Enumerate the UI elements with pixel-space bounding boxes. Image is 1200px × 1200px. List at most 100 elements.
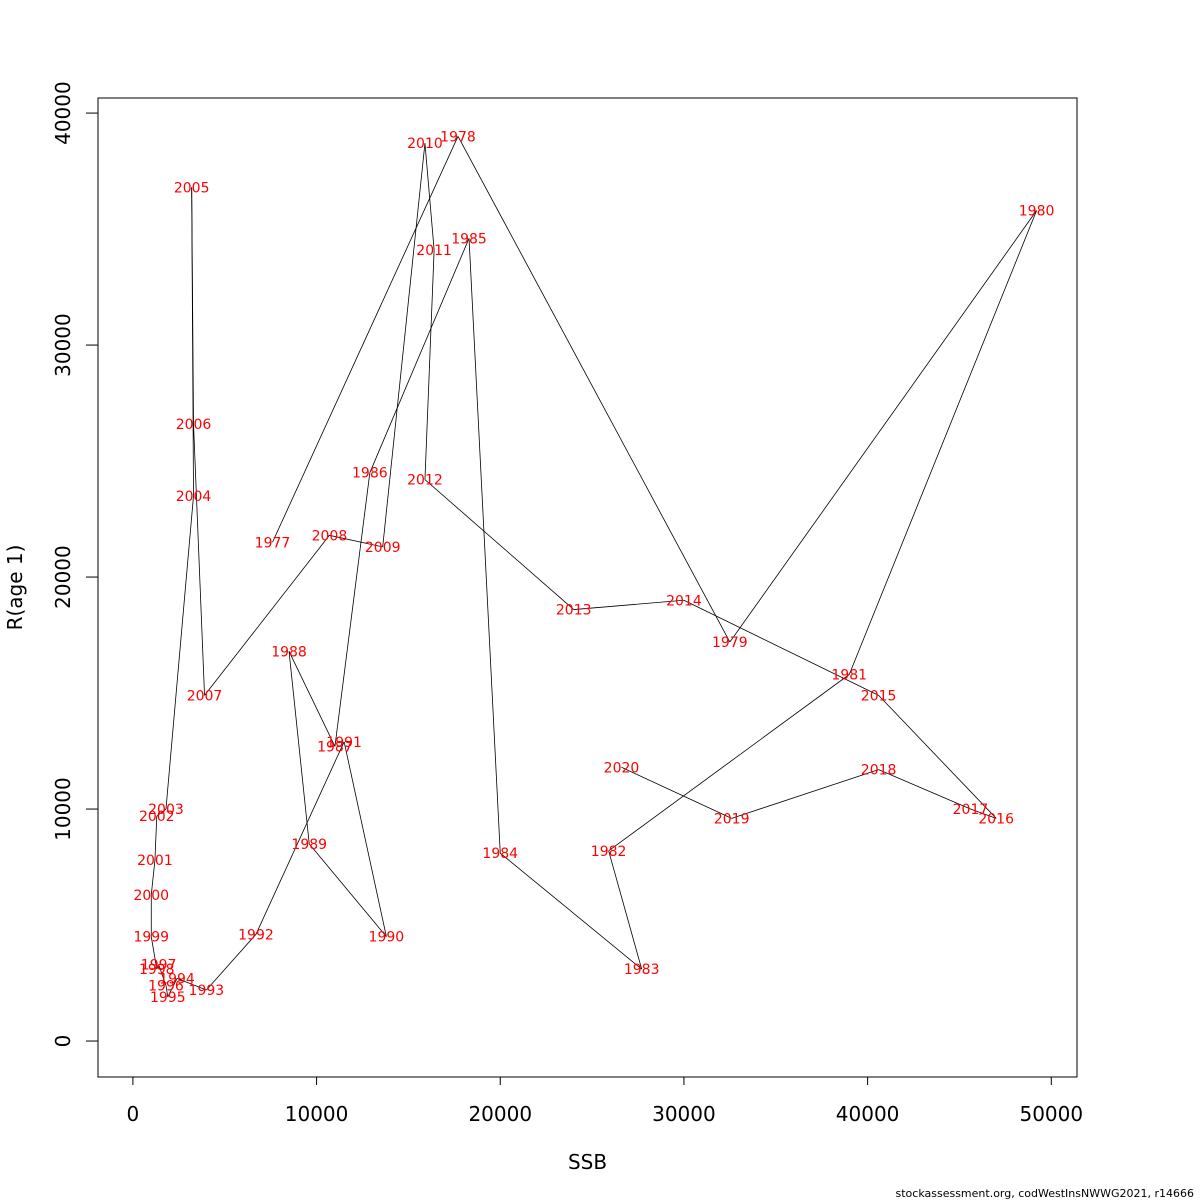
point-label-1978: 1978	[440, 129, 476, 145]
point-label-2006: 2006	[176, 417, 212, 433]
point-label-1995: 1995	[150, 990, 186, 1006]
x-axis-title: SSB	[568, 1150, 607, 1174]
segment-2001-2002	[154, 815, 158, 861]
segment-1991-1992	[255, 741, 345, 935]
segment-1995-1996	[165, 985, 169, 998]
segment-1981-1982	[608, 674, 850, 852]
segment-2017-2018	[878, 769, 971, 810]
point-label-1986: 1986	[352, 466, 388, 482]
x-tick-label-1: 10000	[285, 1102, 349, 1126]
point-label-2020: 2020	[604, 760, 640, 776]
point-label-2018: 2018	[861, 763, 897, 779]
point-labels: 1977 1978 1979 1980 1981 1982 1983 1984 1985 1986…	[133, 129, 1054, 1006]
x-axis: 0 10000 20000 30000 40000 50000	[127, 1077, 1083, 1126]
y-tick-label-0: 0	[51, 1035, 75, 1048]
point-label-1983: 1983	[624, 962, 660, 978]
point-label-2014: 2014	[666, 593, 702, 609]
point-label-1996: 1996	[148, 978, 184, 994]
point-label-1984: 1984	[482, 846, 518, 862]
segment-2012-2013	[424, 479, 574, 610]
segment-2007-2008	[204, 535, 330, 696]
segment-1978-1979	[457, 136, 731, 643]
segment-1977-1978	[272, 136, 459, 543]
point-label-2011: 2011	[416, 243, 452, 259]
point-label-1989: 1989	[291, 837, 327, 853]
segment-1987-1988	[288, 651, 336, 747]
point-label-2008: 2008	[312, 528, 348, 544]
segment-1996-1997	[158, 964, 167, 986]
point-label-1998: 1998	[139, 962, 175, 978]
segment-2014-2015	[683, 599, 879, 696]
x-tick-label-5: 50000	[1019, 1102, 1083, 1126]
x-tick-label-0: 0	[127, 1102, 140, 1126]
segment-1982-1983	[608, 850, 643, 970]
segment-1992-1993	[206, 934, 257, 991]
point-label-2010: 2010	[407, 136, 443, 152]
point-label-2017: 2017	[953, 802, 989, 818]
segment-2010-2011	[424, 143, 435, 250]
point-label-2019: 2019	[714, 811, 750, 827]
plot-frame	[97, 97, 1078, 1078]
segment-2016-2017	[970, 808, 997, 819]
segment-1979-1980	[729, 210, 1037, 643]
y-tick-label-1: 10000	[51, 777, 75, 841]
point-label-1990: 1990	[369, 930, 405, 946]
credit-text: stockassessment.org, codWestInsNWWG2021,…	[895, 1187, 1195, 1200]
segment-2006-2007	[193, 423, 205, 696]
point-label-1991: 1991	[326, 735, 362, 751]
point-label-1994: 1994	[159, 971, 195, 987]
segment-1980-1981	[848, 210, 1037, 675]
segment-1983-1984	[499, 852, 642, 970]
segment-2008-2009	[329, 534, 383, 548]
point-label-2009: 2009	[365, 540, 401, 556]
point-label-2016: 2016	[978, 811, 1014, 827]
point-label-1987: 1987	[317, 739, 353, 755]
y-axis-title: R(age 1)	[3, 545, 27, 631]
segment-1989-1990	[308, 843, 387, 937]
x-tick-label-2: 20000	[468, 1102, 532, 1126]
point-label-2013: 2013	[556, 603, 592, 619]
segment-2013-2014	[573, 599, 684, 610]
point-label-2012: 2012	[407, 473, 443, 489]
segment-1984-1985	[468, 238, 501, 854]
point-label-2002: 2002	[139, 809, 175, 825]
y-axis: 0 10000 20000 30000 40000	[51, 81, 98, 1047]
point-label-1977: 1977	[255, 535, 291, 551]
y-tick-label-2: 20000	[51, 545, 75, 609]
series-connecting-lines	[150, 136, 1037, 998]
segment-2015-2016	[878, 695, 997, 819]
segment-1986-1987	[334, 472, 371, 747]
segment-1997-1998	[156, 964, 159, 970]
point-label-1988: 1988	[271, 644, 307, 660]
point-label-1999: 1999	[133, 930, 169, 946]
segment-1994-1995	[167, 978, 178, 998]
point-label-2015: 2015	[861, 688, 897, 704]
segment-2002-2003	[156, 808, 167, 817]
point-label-2003: 2003	[148, 802, 184, 818]
segment-2003-2004	[165, 495, 194, 810]
point-label-1992: 1992	[238, 927, 274, 943]
point-label-1980: 1980	[1019, 204, 1055, 220]
segment-1985-1986	[369, 238, 470, 473]
point-label-2007: 2007	[187, 688, 223, 704]
point-label-2005: 2005	[174, 180, 210, 196]
point-label-1981: 1981	[831, 667, 867, 683]
y-tick-label-3: 30000	[51, 313, 75, 377]
segment-2019-2020	[621, 766, 732, 819]
segment-2009-2010	[382, 143, 426, 547]
point-label-1982: 1982	[591, 844, 627, 860]
point-label-1997: 1997	[141, 957, 177, 973]
segment-2011-2012	[424, 249, 435, 480]
y-tick-label-4: 40000	[51, 81, 75, 145]
point-label-2000: 2000	[133, 888, 169, 904]
point-label-2001: 2001	[137, 853, 173, 869]
segment-1990-1991	[343, 741, 387, 937]
segment-1993-1994	[176, 978, 207, 991]
point-label-1979: 1979	[712, 635, 748, 651]
point-label-1993: 1993	[189, 983, 225, 999]
segment-2005-2006	[191, 187, 194, 424]
segment-1998-1999	[150, 936, 158, 970]
point-label-1985: 1985	[451, 231, 487, 247]
x-tick-label-3: 30000	[652, 1102, 716, 1126]
